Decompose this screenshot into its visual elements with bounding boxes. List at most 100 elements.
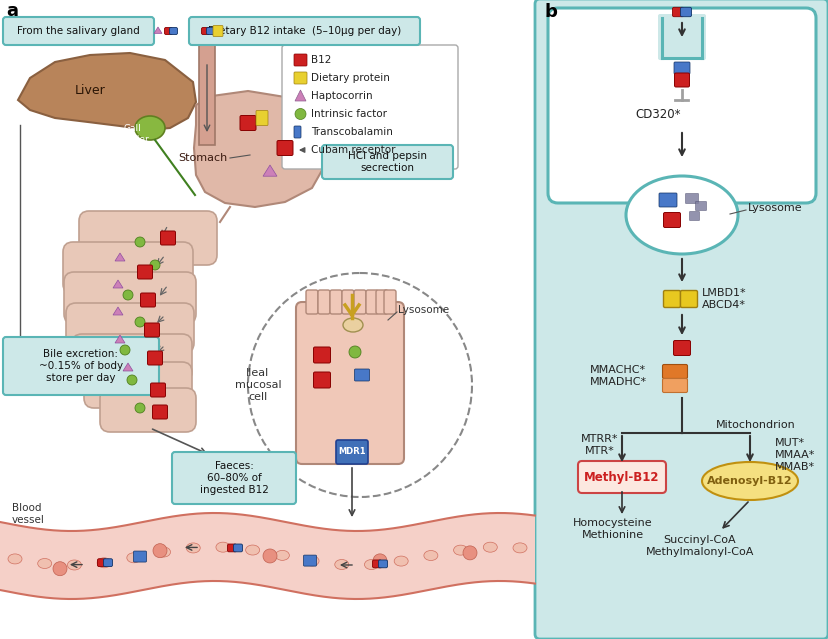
FancyBboxPatch shape	[294, 72, 306, 84]
Polygon shape	[115, 253, 125, 261]
FancyBboxPatch shape	[206, 27, 214, 35]
FancyBboxPatch shape	[240, 116, 256, 130]
Text: From the salivary gland: From the salivary gland	[17, 26, 140, 36]
Ellipse shape	[305, 556, 319, 566]
Ellipse shape	[625, 176, 737, 254]
FancyBboxPatch shape	[303, 555, 316, 566]
Text: Lysosome: Lysosome	[747, 203, 802, 213]
Ellipse shape	[423, 551, 437, 560]
Circle shape	[463, 546, 476, 560]
Text: a: a	[6, 2, 18, 20]
FancyBboxPatch shape	[313, 372, 330, 388]
FancyBboxPatch shape	[695, 201, 705, 210]
Text: Stomach: Stomach	[179, 153, 228, 163]
FancyBboxPatch shape	[547, 8, 815, 203]
FancyBboxPatch shape	[169, 27, 177, 35]
Polygon shape	[18, 53, 195, 130]
FancyBboxPatch shape	[335, 440, 368, 464]
FancyBboxPatch shape	[662, 213, 680, 227]
Polygon shape	[194, 91, 328, 207]
Text: Blood
vessel: Blood vessel	[12, 503, 45, 525]
FancyBboxPatch shape	[144, 323, 159, 337]
FancyBboxPatch shape	[672, 7, 682, 17]
FancyBboxPatch shape	[164, 27, 172, 35]
FancyBboxPatch shape	[378, 560, 387, 568]
Text: B12: B12	[310, 55, 331, 65]
FancyBboxPatch shape	[171, 452, 296, 504]
FancyBboxPatch shape	[383, 290, 396, 314]
Text: Homocysteine
Methionine: Homocysteine Methionine	[572, 518, 652, 540]
FancyBboxPatch shape	[306, 290, 318, 314]
FancyBboxPatch shape	[79, 211, 217, 265]
FancyBboxPatch shape	[534, 0, 827, 639]
Ellipse shape	[343, 318, 363, 332]
Text: b: b	[544, 3, 557, 21]
Text: MDR1: MDR1	[338, 447, 365, 456]
Text: Transcobalamin: Transcobalamin	[310, 127, 392, 137]
FancyBboxPatch shape	[296, 302, 403, 464]
FancyBboxPatch shape	[199, 42, 214, 145]
Ellipse shape	[364, 560, 378, 569]
Polygon shape	[123, 363, 132, 371]
Ellipse shape	[513, 543, 527, 553]
Text: Methyl-B12: Methyl-B12	[584, 470, 659, 484]
Polygon shape	[295, 90, 306, 101]
Text: Gall
bladder: Gall bladder	[114, 125, 149, 144]
Circle shape	[295, 109, 306, 119]
Circle shape	[373, 554, 387, 568]
FancyBboxPatch shape	[201, 27, 209, 35]
FancyBboxPatch shape	[151, 383, 166, 397]
Circle shape	[349, 346, 360, 358]
FancyBboxPatch shape	[3, 337, 159, 395]
FancyBboxPatch shape	[294, 126, 301, 138]
Ellipse shape	[127, 553, 141, 563]
FancyBboxPatch shape	[63, 242, 193, 294]
Text: Ileal
mucosal
cell: Ileal mucosal cell	[234, 369, 281, 401]
Text: Intrinsic factor: Intrinsic factor	[310, 109, 387, 119]
Text: Dietary B12 intake  (5–10μg per day): Dietary B12 intake (5–10μg per day)	[208, 26, 401, 36]
Ellipse shape	[186, 543, 200, 553]
Polygon shape	[154, 27, 161, 33]
FancyBboxPatch shape	[227, 544, 236, 552]
FancyBboxPatch shape	[674, 73, 689, 87]
FancyBboxPatch shape	[277, 141, 292, 155]
Polygon shape	[113, 307, 123, 315]
Ellipse shape	[453, 545, 467, 555]
FancyBboxPatch shape	[680, 291, 696, 307]
FancyBboxPatch shape	[313, 347, 330, 363]
FancyBboxPatch shape	[282, 45, 457, 169]
Circle shape	[135, 317, 145, 327]
Ellipse shape	[67, 560, 81, 570]
Text: Lysosome: Lysosome	[397, 305, 449, 315]
FancyBboxPatch shape	[152, 405, 167, 419]
FancyBboxPatch shape	[662, 364, 686, 378]
Circle shape	[123, 290, 132, 300]
Ellipse shape	[483, 543, 497, 552]
Polygon shape	[262, 165, 277, 176]
Text: MUT*
MMAA*
MMAB*: MUT* MMAA* MMAB*	[774, 438, 815, 472]
FancyBboxPatch shape	[104, 558, 113, 567]
Circle shape	[262, 549, 277, 563]
Ellipse shape	[335, 560, 349, 569]
Ellipse shape	[156, 547, 171, 557]
Ellipse shape	[393, 556, 407, 566]
Circle shape	[153, 544, 166, 558]
FancyBboxPatch shape	[689, 212, 699, 220]
Text: Dietary protein: Dietary protein	[310, 73, 389, 83]
FancyBboxPatch shape	[64, 272, 195, 324]
FancyBboxPatch shape	[658, 193, 676, 207]
Text: CD320*: CD320*	[634, 109, 680, 121]
FancyBboxPatch shape	[365, 290, 378, 314]
Text: Bile excretion:
~0.15% of body
store per day: Bile excretion: ~0.15% of body store per…	[39, 350, 123, 383]
FancyBboxPatch shape	[66, 303, 194, 353]
FancyBboxPatch shape	[100, 388, 195, 432]
Ellipse shape	[97, 558, 111, 568]
Circle shape	[150, 260, 160, 270]
FancyBboxPatch shape	[147, 351, 162, 365]
Text: Haptocorrin: Haptocorrin	[310, 91, 372, 101]
Circle shape	[53, 562, 67, 576]
FancyBboxPatch shape	[233, 544, 243, 552]
Ellipse shape	[37, 558, 51, 569]
FancyBboxPatch shape	[577, 461, 665, 493]
Text: Liver: Liver	[75, 84, 105, 96]
